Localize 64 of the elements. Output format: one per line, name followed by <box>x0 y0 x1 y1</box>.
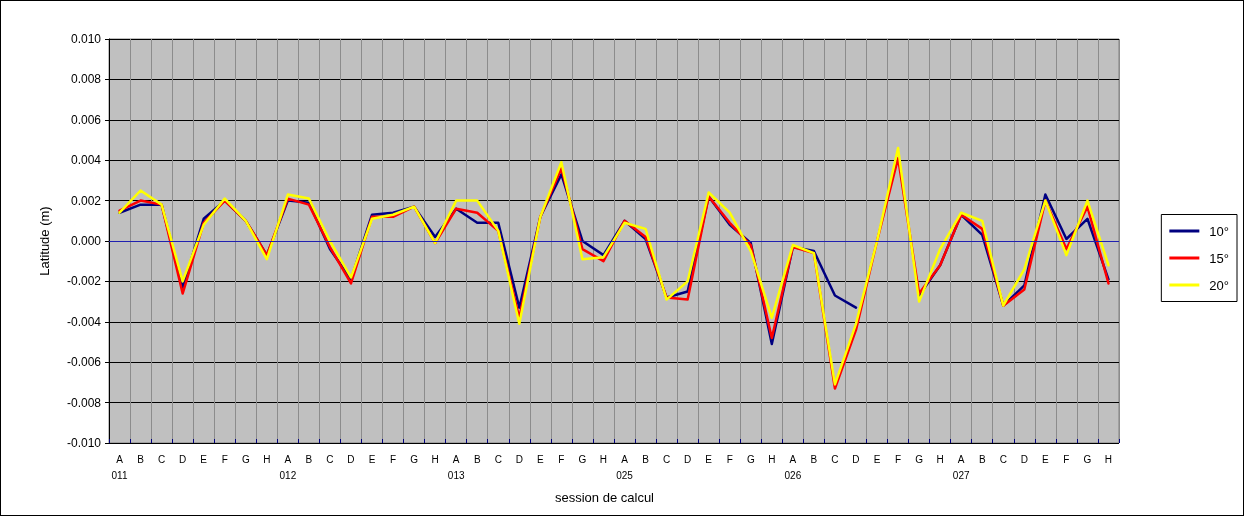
x-tick-label: D <box>347 453 355 465</box>
x-tick-label: C <box>326 453 334 465</box>
y-tick-label: -0.004 <box>66 314 102 329</box>
x-tick-label: D <box>1020 453 1028 465</box>
x-tick-label: A 011 <box>111 453 128 481</box>
x-tick-label: A 012 <box>279 453 297 481</box>
legend-label: 20° <box>1209 277 1230 293</box>
x-tick-label: A 027 <box>952 453 970 481</box>
x-tick-label: E <box>705 453 713 465</box>
x-tick-label: D <box>852 453 860 465</box>
x-tick-label: B <box>305 453 313 465</box>
x-tick-label: A 013 <box>447 453 465 481</box>
y-tick-label: 0.004 <box>70 153 102 168</box>
x-axis-title: session de calcul <box>555 490 655 505</box>
x-tick-label: G <box>578 453 587 465</box>
y-tick-label: -0.006 <box>66 355 102 370</box>
x-tick-label: G <box>410 453 419 465</box>
x-tick-label: F <box>1063 453 1070 465</box>
x-tick-label: F <box>726 453 733 465</box>
x-tick-label: E <box>1042 453 1050 465</box>
x-tick-label: G <box>915 453 924 465</box>
y-tick-label: -0.008 <box>66 395 102 410</box>
x-tick-label: F <box>895 453 902 465</box>
y-tick-label: -0.010 <box>66 436 102 450</box>
x-tick-label: B <box>810 453 818 465</box>
x-tick-label: C <box>157 453 166 465</box>
x-tick-label: C <box>999 453 1007 465</box>
x-tick-label: B <box>642 453 650 465</box>
x-tick-label: C <box>494 453 502 465</box>
x-tick-label: D <box>179 453 187 465</box>
x-tick-label: F <box>221 453 228 465</box>
x-tick-label: F <box>390 453 397 465</box>
y-tick-label: 0.000 <box>70 234 102 248</box>
x-tick-label: A 026 <box>784 453 802 481</box>
y-tick-label: 0.008 <box>70 72 102 87</box>
x-tick-label: D <box>684 453 692 465</box>
x-tick-label: E <box>200 453 208 465</box>
x-tick-label: C <box>831 453 839 465</box>
x-tick-label: H <box>1104 453 1113 465</box>
x-tick-label: G <box>1083 453 1092 465</box>
x-tick-label: H <box>431 453 439 465</box>
x-tick-label: C <box>662 453 671 465</box>
x-tick-label: E <box>537 453 545 465</box>
x-tick-label: G <box>746 453 755 465</box>
x-tick-label: H <box>599 453 608 465</box>
x-tick-label: F <box>558 453 565 465</box>
x-tick-label: B <box>473 453 481 465</box>
x-tick-label: A 025 <box>616 453 634 481</box>
legend-label: 10° <box>1209 223 1230 239</box>
x-tick-label: H <box>936 453 944 465</box>
legend-label: 15° <box>1209 250 1230 266</box>
y-tick-label: -0.002 <box>66 274 102 289</box>
y-tick-label: 0.006 <box>70 112 102 127</box>
x-tick-label: B <box>978 453 986 465</box>
y-tick-label: 0.010 <box>70 32 102 46</box>
x-tick-label: E <box>368 453 376 465</box>
x-tick-label: H <box>768 453 776 465</box>
y-tick-label: 0.002 <box>70 193 102 208</box>
x-tick-label: G <box>241 453 250 465</box>
x-tick-label: H <box>263 453 271 465</box>
x-tick-label: E <box>873 453 881 465</box>
x-tick-label: B <box>137 453 145 465</box>
y-axis-title: Latitude (m) <box>37 206 52 276</box>
x-tick-label: D <box>515 453 523 465</box>
